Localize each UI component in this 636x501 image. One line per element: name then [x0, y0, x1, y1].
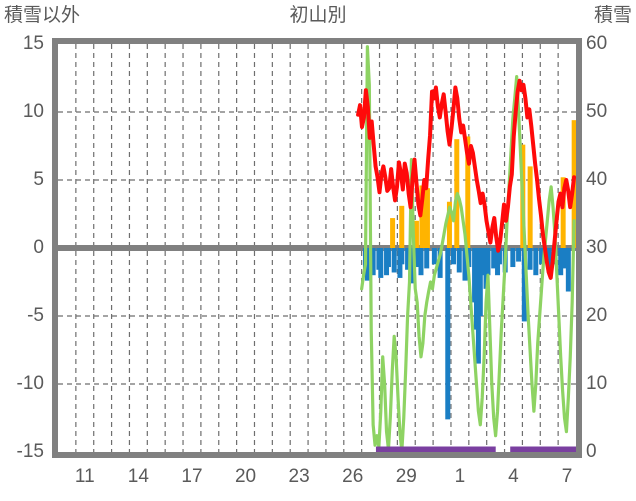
chart-canvas	[58, 44, 576, 452]
y-tick-right-4: 20	[586, 305, 608, 326]
x-tick-3: 20	[234, 466, 257, 487]
y-tick-left-0: 15	[22, 33, 44, 54]
chart-title: 初山別	[289, 5, 347, 26]
y-tick-right-2: 40	[586, 169, 608, 190]
y-tick-left-3: 0	[33, 237, 44, 258]
y-tick-left-1: 10	[22, 101, 44, 122]
x-tick-2: 17	[181, 466, 203, 487]
y-tick-left-2: 5	[33, 169, 44, 190]
x-tick-5: 26	[342, 466, 364, 487]
y-tick-right-6: 0	[586, 441, 597, 462]
y-tick-left-6: -15	[16, 441, 44, 462]
x-tick-8: 4	[508, 466, 519, 487]
x-tick-9: 7	[561, 466, 573, 487]
x-tick-4: 23	[288, 466, 310, 487]
y-tick-right-3: 30	[586, 237, 608, 258]
x-tick-0: 11	[74, 466, 95, 487]
y-tick-right-0: 60	[586, 33, 608, 54]
x-tick-7: 1	[454, 466, 466, 487]
plot-area	[52, 38, 582, 458]
right-axis-title: 積雪	[593, 5, 632, 26]
plot-inner	[58, 44, 576, 452]
x-tick-1: 14	[127, 466, 149, 487]
y-tick-right-1: 50	[586, 101, 608, 122]
y-tick-left-4: -5	[27, 305, 44, 326]
y-tick-left-5: -10	[16, 373, 44, 394]
y-tick-right-5: 10	[586, 373, 608, 394]
left-axis-title: 積雪以外	[4, 5, 81, 26]
x-tick-6: 29	[395, 466, 417, 487]
